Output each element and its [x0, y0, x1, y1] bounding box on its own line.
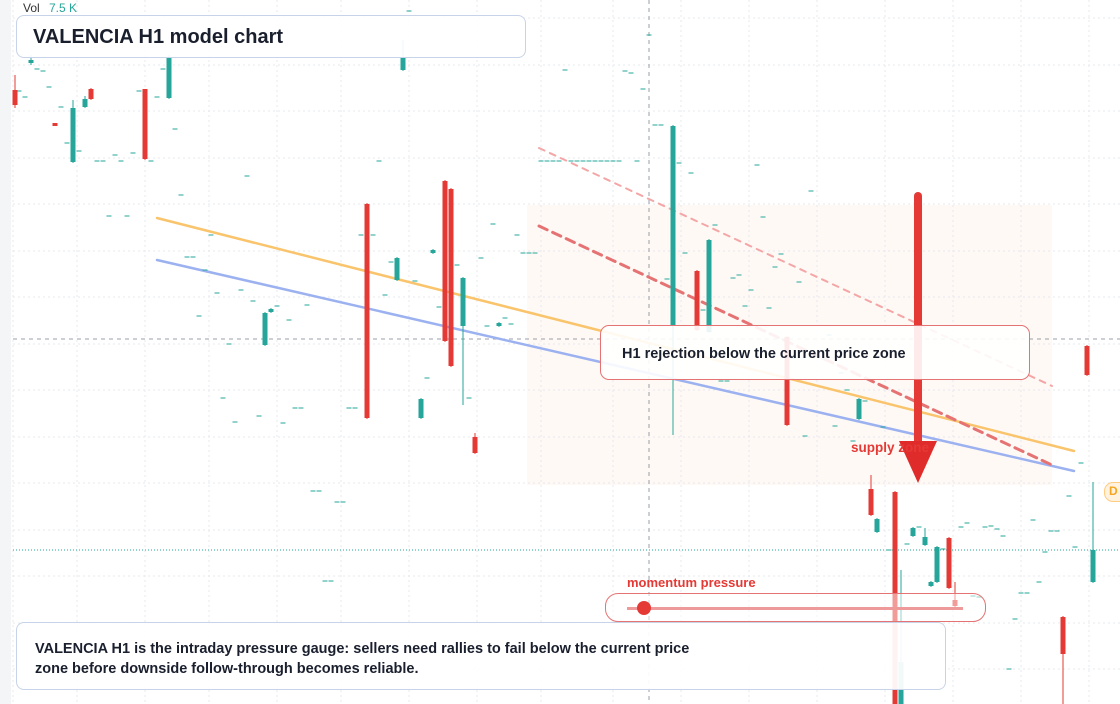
chart-title: VALENCIA H1 model chart: [33, 26, 284, 48]
candle-up: [1090, 550, 1096, 582]
candle-up: [268, 309, 274, 312]
candle-down: [868, 489, 874, 515]
candle-up: [922, 537, 928, 545]
candle-up: [28, 60, 34, 63]
description-text: VALENCIA H1 is the intraday pressure gau…: [35, 641, 690, 677]
candle-down: [448, 189, 454, 366]
candle-up: [928, 582, 934, 586]
down-arrow: [899, 192, 937, 483]
down-arrow-head: [899, 441, 937, 483]
candle-up: [430, 250, 436, 253]
candle-up: [496, 323, 502, 326]
candle-down: [88, 89, 94, 99]
candle-up: [934, 547, 940, 582]
description-box: VALENCIA H1 is the intraday pressure gau…: [16, 622, 946, 690]
momentum-label: momentum pressure: [627, 575, 756, 590]
candle-down: [472, 437, 478, 453]
supply-zone-label: supply zone: [851, 440, 930, 455]
rejection-callout-text: H1 rejection below the current price zon…: [622, 346, 906, 362]
candle-up: [874, 519, 880, 532]
candle-down: [142, 89, 148, 159]
volume-value: 7.5 K: [49, 1, 78, 15]
candle-down: [1060, 617, 1066, 654]
momentum-gauge: [605, 593, 986, 622]
candle-down: [442, 181, 448, 341]
trend-line-red-bold: [537, 224, 1054, 467]
candle-down: [12, 90, 18, 105]
candle-up: [910, 528, 916, 536]
candle-up: [670, 126, 676, 325]
rejection-callout: H1 rejection below the current price zon…: [600, 325, 1030, 380]
candle-down: [364, 204, 370, 418]
momentum-gauge-knob: [636, 601, 651, 615]
candle-down: [946, 538, 952, 588]
candle-up: [418, 399, 424, 418]
candle-up: [856, 399, 862, 419]
candle-down: [784, 337, 790, 425]
candle-up: [400, 57, 406, 70]
edge-price-tag: D: [1104, 482, 1120, 502]
candle-up: [706, 240, 712, 332]
edge-price-tag-text: D: [1109, 484, 1118, 498]
candle-up: [166, 57, 172, 98]
candles: [12, 10, 1096, 704]
candle-up: [82, 99, 88, 107]
candle-down: [694, 271, 700, 330]
candle-down: [1084, 346, 1090, 375]
left-edge-strip: [0, 0, 11, 704]
candle-down: [52, 123, 58, 126]
volume-label: Vol: [23, 1, 40, 15]
momentum-gauge-track: [627, 607, 963, 610]
candle-up: [394, 258, 400, 280]
candle-up: [262, 313, 268, 345]
title-box: VALENCIA H1 model chart: [16, 15, 526, 58]
candle-up: [70, 108, 76, 162]
candle-up: [460, 278, 466, 326]
